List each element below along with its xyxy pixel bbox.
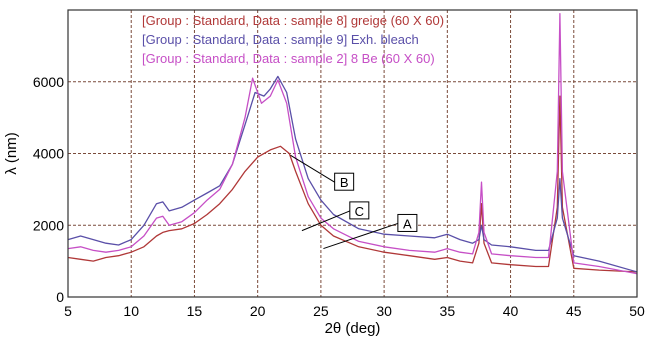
x-tick-label: 15 xyxy=(187,303,203,319)
x-tick-label: 20 xyxy=(250,303,266,319)
tick-labels: 5 10 15 20 25 30 35 40 45 50 0 2000 4000 6000 xyxy=(33,74,645,319)
series-line-3 xyxy=(67,12,638,275)
annotation-label: B xyxy=(340,175,349,190)
plot-frame xyxy=(67,9,638,298)
x-tick-label: 25 xyxy=(313,303,329,319)
y-tick-label: 4000 xyxy=(33,146,64,162)
annotation-label: C xyxy=(355,204,364,219)
annotation-box xyxy=(334,172,355,191)
legend-entry-3: [Group : Standard, Data : sample 2] 8 Be… xyxy=(142,51,435,66)
x-tick-label: 35 xyxy=(440,303,456,319)
x-tick-label: 5 xyxy=(64,303,72,319)
y-axis-title: λ (nm) xyxy=(3,132,20,175)
annotation-leader xyxy=(323,222,399,250)
legend: [Group : Standard, Data : sample 8] grei… xyxy=(142,13,444,66)
annotation-leader xyxy=(301,210,351,232)
annotations: BC A xyxy=(290,154,418,250)
y-tick-label: 2000 xyxy=(33,217,64,233)
x-tick-label: 30 xyxy=(376,303,392,319)
y-tick-label: 6000 xyxy=(33,74,64,90)
x-tick-label: 50 xyxy=(629,303,645,319)
x-axis-title: 2θ (deg) xyxy=(325,320,381,337)
annotation-box xyxy=(397,213,418,232)
x-tick-label: 45 xyxy=(566,303,582,319)
series-line-1 xyxy=(67,95,638,273)
annotation-leader xyxy=(290,154,335,183)
y-tick-label: 0 xyxy=(56,289,64,305)
x-tick-label: 40 xyxy=(503,303,519,319)
legend-entry-2: [Group : Standard, Data : sample 9] Exh.… xyxy=(142,32,419,47)
legend-entry-1: [Group : Standard, Data : sample 8] grei… xyxy=(142,13,444,28)
grid-lines xyxy=(68,9,637,297)
annotation-label: A xyxy=(403,216,412,231)
annotation-box xyxy=(349,201,370,220)
x-tick-label: 10 xyxy=(123,303,139,319)
series-line-2 xyxy=(67,75,638,273)
series-lines xyxy=(67,12,638,275)
